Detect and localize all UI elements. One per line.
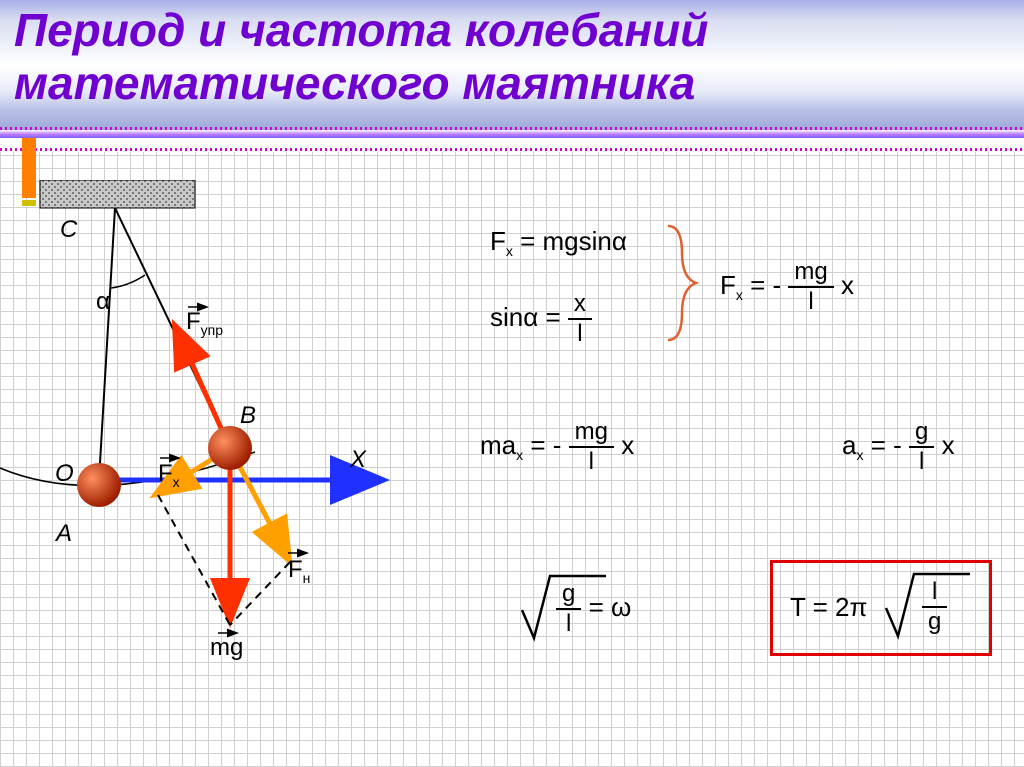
eq1-sub: x (506, 243, 513, 259)
label-fn-f: F (288, 556, 303, 583)
label-fx-f: F (158, 460, 173, 487)
pendulum-ball-a (77, 463, 121, 507)
eq-sina: sinα = xl (490, 290, 592, 348)
label-fupr: Fупр (186, 308, 223, 338)
eq7-lhs: T = 2π (790, 592, 867, 622)
eq7-num: l (922, 578, 947, 608)
eq6-den: l (556, 610, 581, 638)
label-fn-sub: н (303, 570, 311, 586)
label-c: C (60, 216, 77, 244)
pendulum-ball-b (208, 426, 252, 470)
label-fupr-sub: упр (201, 322, 223, 338)
eq2-lhs: sinα = (490, 302, 568, 332)
label-x: X (350, 446, 366, 474)
eq5-num: g (909, 418, 934, 448)
divider-dots-bottom (0, 148, 1024, 151)
eq-a: ax = - gl x (842, 418, 955, 476)
eq2-den: l (568, 320, 592, 348)
eq5-tail: x (934, 430, 954, 460)
eq4-lhs: ma (480, 430, 516, 460)
eq3-mid: = - (743, 270, 789, 300)
eq4-num: mg (569, 418, 614, 448)
divider-dots-top (0, 127, 1024, 130)
brace-icon (660, 218, 700, 348)
label-b: B (240, 402, 256, 430)
eq-period-frac: lg (922, 578, 947, 636)
eq3-sub: x (736, 287, 743, 303)
label-fx-sub: x (173, 474, 180, 490)
eq3-F: F (720, 270, 736, 300)
eq3-tail: x (834, 270, 854, 300)
eq5-lhs: a (842, 430, 856, 460)
eq7-den: g (922, 608, 947, 636)
eq5-den: l (909, 448, 934, 476)
label-fn: Fн (288, 556, 310, 586)
eq4-tail: x (614, 430, 634, 460)
eq3-num: mg (788, 258, 833, 288)
eq-omega: gl = ω (556, 580, 631, 638)
pendulum-diagram: C α O A B X Fупр Fx Fн mg (0, 180, 460, 740)
label-mg: mg (210, 634, 243, 662)
eq1-F: F (490, 226, 506, 256)
label-o: O (55, 460, 74, 488)
eq-fx-result: Fx = - mgl x (720, 258, 854, 316)
eq6-num: g (556, 580, 581, 610)
label-fupr-f: F (186, 308, 201, 335)
page-title: Период и частота колебаний математическо… (14, 4, 1024, 110)
label-alpha: α (96, 288, 110, 316)
eq4-den: l (569, 448, 614, 476)
eq1-rhs: = mgsinα (513, 226, 627, 256)
divider-bar (0, 130, 1024, 138)
eq-period: T = 2π (790, 592, 867, 623)
eq5-mid: = - (863, 430, 909, 460)
eq6-rhs: = ω (581, 592, 631, 622)
eq-fx-mgsin: Fx = mgsinα (490, 226, 627, 259)
eq4-mid: = - (523, 430, 569, 460)
label-fx: Fx (158, 460, 180, 490)
eq-ma: max = - mgl x (480, 418, 634, 476)
label-a: A (56, 520, 72, 548)
eq2-num: x (568, 290, 592, 320)
eq3-den: l (788, 288, 833, 316)
